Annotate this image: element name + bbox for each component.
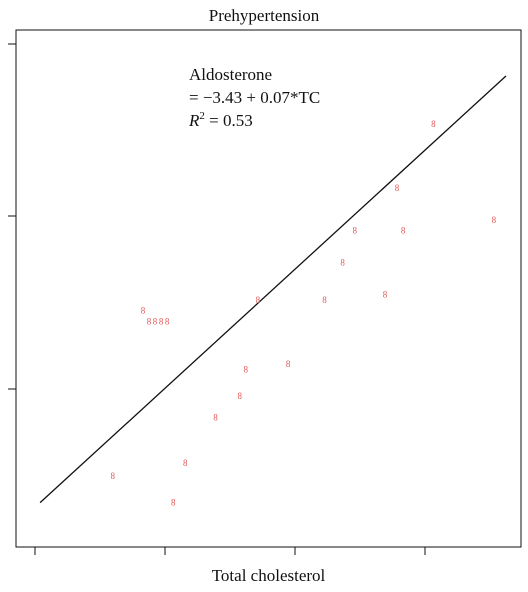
- regression-line: [39, 75, 507, 504]
- data-point: 8: [183, 458, 188, 468]
- data-point: 8: [492, 215, 497, 225]
- r-squared-value: = 0.53: [205, 111, 253, 130]
- data-point: 8: [244, 364, 249, 374]
- data-point: 8: [213, 412, 218, 422]
- data-point: 8: [286, 359, 291, 369]
- data-point: 8: [340, 258, 345, 268]
- data-point: 8: [401, 226, 406, 236]
- data-point: 8: [165, 316, 170, 326]
- data-point: 8: [153, 316, 158, 326]
- data-point: 8: [238, 391, 243, 401]
- r-squared-label: R2 = 0.53: [188, 110, 253, 130]
- data-point: 8: [110, 471, 115, 481]
- plot-frame: [15, 29, 522, 548]
- data-point: 8: [159, 316, 164, 326]
- equation-label: Aldosterone: [189, 65, 272, 84]
- x-axis-label: Total cholesterol: [211, 566, 326, 585]
- data-point: 8: [395, 183, 400, 193]
- data-point: 8: [352, 226, 357, 236]
- r-squared-superscript: 2: [199, 110, 205, 122]
- chart-title: Prehypertension: [208, 6, 320, 25]
- equation-formula: = −3.43 + 0.07*TC: [189, 88, 320, 107]
- data-point: 8: [322, 295, 327, 305]
- data-point: 8: [171, 498, 176, 508]
- data-point: 8: [141, 306, 146, 316]
- r-squared-symbol: R: [188, 111, 200, 130]
- data-point: 8: [383, 290, 388, 300]
- data-point: 8: [431, 119, 436, 129]
- data-point: 8: [256, 295, 261, 305]
- data-point: 8: [147, 316, 152, 326]
